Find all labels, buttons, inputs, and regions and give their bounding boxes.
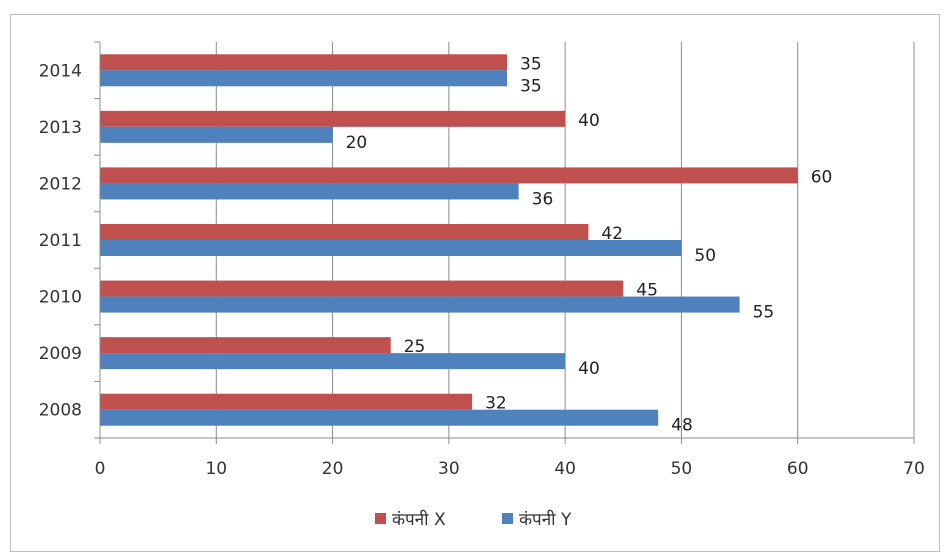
y-category-label: 2012 bbox=[39, 174, 82, 194]
bar-x-2014 bbox=[100, 54, 507, 71]
x-tick-label: 10 bbox=[205, 459, 227, 479]
x-tick-label: 40 bbox=[554, 459, 576, 479]
legend: कंपनी X कंपनी Y bbox=[375, 509, 572, 530]
data-label: 42 bbox=[601, 224, 623, 244]
legend-label-x: कंपनी X bbox=[392, 509, 446, 530]
data-label: 50 bbox=[694, 246, 716, 266]
data-label: 35 bbox=[520, 76, 542, 96]
bar-y-2012 bbox=[100, 183, 519, 200]
bar-y-2013 bbox=[100, 126, 333, 143]
bar-y-2010 bbox=[100, 296, 740, 313]
y-category-label: 2010 bbox=[39, 288, 82, 308]
bar-x-2009 bbox=[100, 337, 391, 354]
y-category-label: 2014 bbox=[39, 61, 82, 81]
data-label: 32 bbox=[485, 394, 507, 414]
bar-x-2008 bbox=[100, 393, 473, 410]
legend-swatch-x bbox=[375, 513, 386, 524]
bar-y-2014 bbox=[100, 70, 507, 87]
x-tick-label: 70 bbox=[903, 459, 925, 479]
bar-y-2009 bbox=[100, 353, 566, 370]
legend-swatch-y bbox=[502, 513, 513, 524]
data-label: 45 bbox=[636, 281, 658, 301]
axes: 0 10 20 30 40 50 60 70 2008 2009 2010 2011 2012 2013 2… bbox=[39, 41, 925, 479]
data-label: 36 bbox=[532, 189, 554, 209]
legend-label-y: कंपनी Y bbox=[519, 509, 572, 530]
data-label: 20 bbox=[346, 133, 368, 153]
y-category-label: 2011 bbox=[39, 231, 82, 251]
x-tick-label: 50 bbox=[671, 459, 693, 479]
bar-x-2013 bbox=[100, 110, 566, 127]
data-label: 60 bbox=[811, 167, 833, 187]
bar-x-2010 bbox=[100, 280, 624, 297]
y-category-label: 2008 bbox=[39, 401, 82, 421]
data-label: 55 bbox=[753, 303, 775, 323]
data-label: 35 bbox=[520, 54, 542, 74]
x-tick-label: 60 bbox=[787, 459, 809, 479]
data-label: 25 bbox=[404, 337, 426, 357]
x-tick-label: 20 bbox=[322, 459, 344, 479]
data-label: 48 bbox=[671, 416, 693, 436]
y-category-label: 2009 bbox=[39, 344, 82, 364]
data-label: 40 bbox=[578, 111, 600, 131]
bar-y-2008 bbox=[100, 409, 659, 426]
bar-x-2011 bbox=[100, 224, 589, 240]
y-category-label: 2013 bbox=[39, 118, 82, 138]
x-tick-label: 30 bbox=[438, 459, 460, 479]
bar-y-2011 bbox=[100, 240, 682, 256]
bar-x-2012 bbox=[100, 167, 798, 184]
bars bbox=[100, 54, 798, 426]
x-tick-label: 0 bbox=[95, 459, 106, 479]
data-label: 40 bbox=[578, 359, 600, 379]
